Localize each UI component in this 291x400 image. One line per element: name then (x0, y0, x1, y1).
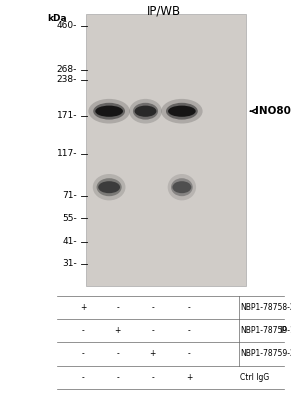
Ellipse shape (161, 99, 203, 124)
Text: -: - (116, 350, 119, 358)
Ellipse shape (93, 174, 125, 200)
Text: 460-: 460- (57, 22, 77, 30)
Text: kDa: kDa (47, 14, 67, 23)
Text: -: - (188, 303, 191, 312)
Text: INO80: INO80 (255, 106, 290, 116)
Text: -: - (151, 373, 154, 382)
Ellipse shape (98, 181, 120, 193)
Text: -: - (151, 303, 154, 312)
Text: NBP1-78759-1: NBP1-78759-1 (240, 326, 291, 335)
Ellipse shape (171, 178, 193, 196)
Ellipse shape (168, 106, 196, 117)
Ellipse shape (88, 99, 130, 124)
Text: +: + (115, 326, 121, 335)
Ellipse shape (133, 103, 158, 120)
Ellipse shape (129, 99, 162, 124)
Bar (86, 14, 246, 286)
Ellipse shape (166, 103, 198, 120)
Text: Ctrl IgG: Ctrl IgG (240, 373, 269, 382)
Text: -: - (151, 326, 154, 335)
Text: +: + (150, 350, 156, 358)
Ellipse shape (97, 178, 122, 196)
Ellipse shape (93, 103, 125, 120)
Text: 117-: 117- (57, 150, 77, 158)
Text: -: - (116, 373, 119, 382)
Text: 171-: 171- (57, 112, 77, 120)
Text: IP/WB: IP/WB (147, 4, 182, 17)
Text: -: - (188, 350, 191, 358)
Text: -: - (188, 326, 191, 335)
Text: -: - (116, 303, 119, 312)
Text: 71-: 71- (62, 192, 77, 200)
Text: 41-: 41- (63, 238, 77, 246)
Text: -: - (81, 350, 84, 358)
Text: IP: IP (279, 326, 287, 335)
Ellipse shape (172, 181, 191, 193)
Text: 55-: 55- (62, 214, 77, 222)
Ellipse shape (134, 106, 157, 117)
Text: 238-: 238- (57, 76, 77, 84)
Text: NBP1-78758-2: NBP1-78758-2 (240, 303, 291, 312)
Text: +: + (80, 303, 86, 312)
Text: 268-: 268- (57, 66, 77, 74)
Text: NBP1-78759-2: NBP1-78759-2 (240, 350, 291, 358)
Text: 31-: 31- (62, 260, 77, 268)
Ellipse shape (168, 174, 196, 200)
Ellipse shape (95, 106, 123, 117)
Text: -: - (81, 373, 84, 382)
Text: +: + (186, 373, 192, 382)
Text: -: - (81, 326, 84, 335)
